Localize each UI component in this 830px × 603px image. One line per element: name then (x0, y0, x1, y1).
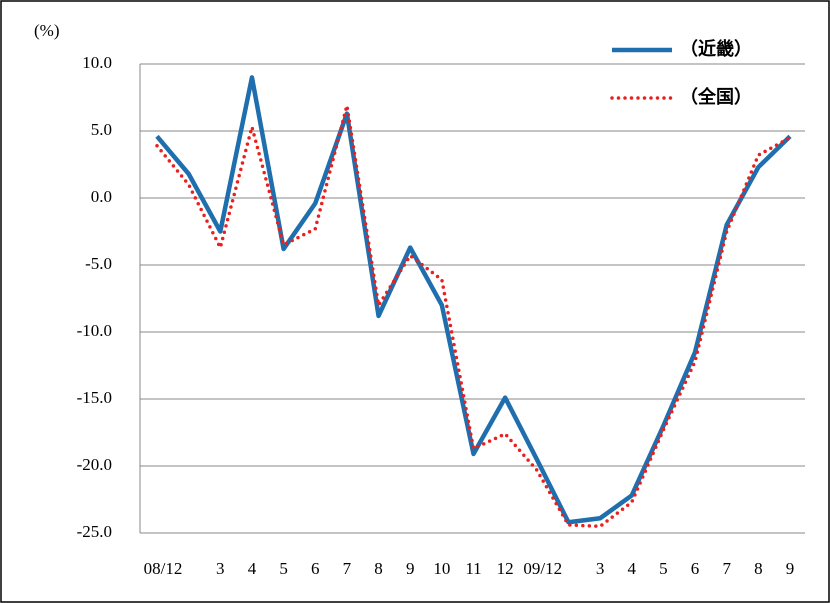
x-tick-label: 10 (433, 559, 450, 578)
y-tick-label: 0.0 (91, 187, 112, 206)
x-tick-label: 5 (279, 559, 288, 578)
x-tick-label: 6 (311, 559, 320, 578)
legend-label: （近畿） (680, 38, 752, 60)
x-tick-label: 9 (786, 559, 795, 578)
series-line (155, 103, 792, 529)
y-tick-label: 5.0 (91, 120, 112, 139)
x-tick-label: 08/12 (144, 559, 183, 578)
y-tick-label: -10.0 (77, 321, 112, 340)
legend-label: （全国） (680, 86, 752, 108)
x-tick-label: 6 (691, 559, 700, 578)
y-tick-label: 10.0 (82, 53, 112, 72)
x-tick-label: 9 (406, 559, 415, 578)
y-tick-label: -5.0 (85, 254, 112, 273)
x-tick-label: 7 (343, 559, 352, 578)
y-tick-label: -20.0 (77, 455, 112, 474)
x-tick-label: 3 (216, 559, 225, 578)
y-axis-label: (%) (34, 21, 59, 40)
x-tick-label: 5 (659, 559, 668, 578)
x-tick-label: 4 (248, 559, 257, 578)
x-tick-label: 8 (374, 559, 383, 578)
x-tick-label: 8 (754, 559, 763, 578)
y-tick-label: -25.0 (77, 522, 112, 541)
x-tick-label: 3 (596, 559, 605, 578)
x-tick-label: 12 (497, 559, 514, 578)
x-tick-label: 09/12 (523, 559, 562, 578)
x-tick-label: 11 (465, 559, 481, 578)
x-tick-label: 7 (722, 559, 731, 578)
series-line (155, 75, 792, 525)
y-tick-label: -15.0 (77, 388, 112, 407)
x-tick-label: 4 (628, 559, 637, 578)
